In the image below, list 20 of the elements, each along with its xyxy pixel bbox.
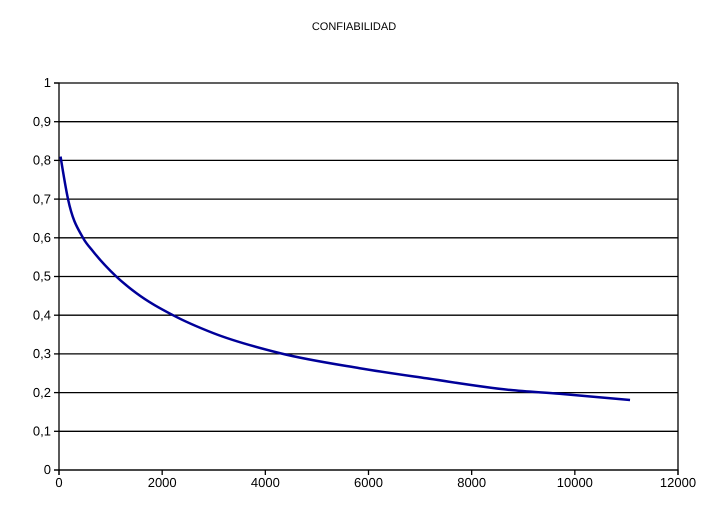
x-tick-label: 0	[55, 475, 63, 490]
x-tick-label: 2000	[148, 475, 177, 490]
y-tick-label: 0,1	[32, 423, 51, 438]
y-tick-label: 0	[44, 462, 51, 478]
line-series	[59, 155, 632, 402]
y-tick-label: 0,6	[32, 230, 51, 245]
y-tick-label: 0,7	[32, 191, 51, 206]
y-tick-label: 0,4	[32, 307, 51, 322]
y-tick-label: 1	[44, 75, 51, 90]
x-tick-label: 12000	[660, 475, 696, 490]
chart-title: CONFIABILIDAD	[312, 21, 396, 33]
x-tick-label: 4000	[250, 475, 280, 490]
y-tick-label: 0,5	[32, 268, 51, 284]
y-tick-label: 0,8	[32, 152, 51, 168]
y-tick-label: 0,2	[32, 384, 51, 400]
x-tick-label: 10000	[556, 475, 593, 490]
x-tick-label: 8000	[457, 475, 486, 490]
y-tick-label: 0,3	[32, 346, 51, 362]
x-tick-label: 6000	[354, 475, 383, 490]
y-tick-label: 0,9	[32, 114, 51, 129]
